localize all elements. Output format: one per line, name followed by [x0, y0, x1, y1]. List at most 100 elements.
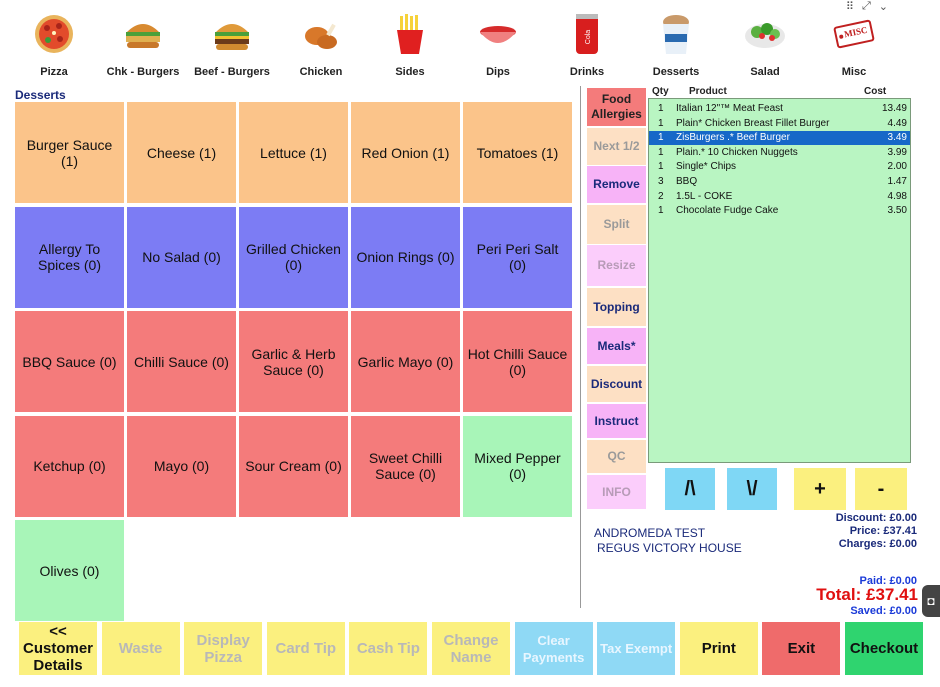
scroll-up-button[interactable]: /\ — [665, 468, 715, 510]
remove-button[interactable]: Remove — [587, 166, 646, 203]
print-button[interactable]: Print — [679, 622, 758, 675]
category-misc[interactable]: MISC Misc — [809, 12, 899, 82]
order-cost: 1.47 — [887, 176, 907, 187]
option-cheese[interactable]: Cheese (1) — [126, 101, 237, 204]
order-row[interactable]: 1 ZisBurgers .* Beef Burger 3.49 — [649, 131, 910, 146]
split-button[interactable]: Split — [587, 205, 646, 244]
option-sweet-chilli-sauce[interactable]: Sweet Chilli Sauce (0) — [350, 414, 461, 518]
food-allergies-button[interactable]: Food Allergies — [587, 88, 646, 126]
beef-burger-icon — [209, 12, 255, 56]
order-list[interactable]: 1 Italian 12"™ Meat Feast 13.49 1 Plain* Chi… — [648, 98, 911, 463]
change-name-button[interactable]: Change Name — [432, 622, 510, 675]
chevron-down-icon[interactable]: ⌄ — [878, 1, 888, 13]
waste-button[interactable]: Waste — [101, 622, 180, 675]
option-garlic-herb-sauce[interactable]: Garlic & Herb Sauce (0) — [238, 310, 349, 413]
topping-button[interactable]: Topping — [587, 288, 646, 326]
order-row[interactable]: 1 Italian 12"™ Meat Feast 13.49 — [649, 102, 910, 116]
option-allergy-to-spices[interactable]: Allergy To Spices (0) — [14, 205, 125, 309]
side-panel-toggle-icon[interactable]: ◘ — [922, 585, 940, 617]
option-chilli-sauce[interactable]: Chilli Sauce (0) — [126, 310, 237, 413]
clear-payments-button[interactable]: Clear Payments — [514, 622, 593, 675]
option-bbq-sauce[interactable]: BBQ Sauce (0) — [14, 310, 125, 413]
drag-grip-icon[interactable]: ⠿ — [845, 1, 854, 13]
order-cost: 13.49 — [881, 103, 907, 114]
order-product: ZisBurgers .* Beef Burger — [676, 132, 790, 144]
saved-total: Saved: £0.00 — [850, 605, 917, 617]
category-label: Salad — [750, 66, 780, 78]
option-hot-chilli-sauce[interactable]: Hot Chilli Sauce (0) — [462, 310, 573, 413]
display-pizza-button[interactable]: Display Pizza — [184, 622, 263, 675]
option-olives[interactable]: Olives (0) — [14, 519, 125, 622]
category-desserts[interactable]: Desserts — [631, 12, 721, 82]
category-chk-burgers[interactable]: Chk - Burgers — [98, 12, 188, 82]
qc-button[interactable]: QC — [587, 440, 646, 473]
qty-header: Qty — [652, 86, 669, 97]
option-garlic-mayo[interactable]: Garlic Mayo (0) — [350, 310, 461, 413]
option-no-salad[interactable]: No Salad (0) — [126, 205, 237, 309]
tax-exempt-button[interactable]: Tax Exempt — [597, 622, 676, 675]
info-button[interactable]: INFO — [587, 475, 646, 509]
category-beef-burgers[interactable]: Beef - Burgers — [187, 12, 277, 82]
order-header: Qty Product Cost — [652, 86, 912, 98]
option-ketchup[interactable]: Ketchup (0) — [14, 414, 125, 518]
customer-name: ANDROMEDA TEST — [594, 526, 706, 540]
option-burger-sauce[interactable]: Burger Sauce (1) — [14, 101, 125, 204]
category-label: Desserts — [652, 66, 700, 78]
option-onion-rings[interactable]: Onion Rings (0) — [350, 205, 461, 309]
card-tip-button[interactable]: Card Tip — [266, 622, 345, 675]
category-drinks[interactable]: Cola Drinks — [542, 12, 632, 82]
option-mayo[interactable]: Mayo (0) — [126, 414, 237, 518]
next-1-2-button[interactable]: Next 1/2 — [587, 128, 646, 165]
category-salad[interactable]: Salad — [720, 12, 810, 82]
customer-details-button[interactable]: << Customer Details — [19, 622, 97, 675]
option-red-onion[interactable]: Red Onion (1) — [350, 101, 461, 204]
order-row[interactable]: 1 Chocolate Fudge Cake 3.50 — [649, 204, 910, 218]
expand-icon[interactable]: ⤢ — [861, 0, 871, 12]
order-row[interactable]: 1 Plain.* 10 Chicken Nuggets 3.99 — [649, 146, 910, 160]
category-dips[interactable]: Dips — [453, 12, 543, 82]
category-pizza[interactable]: Pizza — [9, 12, 99, 82]
salad-icon — [742, 12, 788, 56]
order-product: BBQ — [676, 176, 698, 187]
order-qty: 1 — [658, 103, 664, 114]
order-row[interactable]: 1 Single* Chips 2.00 — [649, 160, 910, 174]
cost-header: Cost — [864, 86, 887, 97]
order-cost: 2.00 — [887, 161, 907, 173]
category-label: Sides — [395, 66, 425, 78]
category-label: Chk - Burgers — [106, 66, 180, 78]
option-peri-peri-salt[interactable]: Peri Peri Salt (0) — [462, 205, 573, 309]
option-mixed-pepper[interactable]: Mixed Pepper (0) — [462, 414, 573, 518]
meals-button[interactable]: Meals* — [587, 328, 646, 364]
order-row[interactable]: 1 Plain* Chicken Breast Fillet Burger 4.49 — [649, 117, 910, 131]
instruct-button[interactable]: Instruct — [587, 404, 646, 438]
cash-tip-button[interactable]: Cash Tip — [349, 622, 428, 675]
order-qty: 2 — [658, 190, 664, 202]
discount-button[interactable]: Discount — [587, 366, 646, 402]
order-row[interactable]: 3 BBQ 1.47 — [649, 175, 910, 189]
increase-qty-button[interactable]: + — [794, 468, 846, 510]
order-row[interactable]: 2 1.5L - COKE 4.98 — [649, 190, 910, 204]
category-bar: Pizza Chk - Burgers Beef - Burgers Chicken S… — [0, 0, 940, 84]
option-tomatoes[interactable]: Tomatoes (1) — [462, 101, 573, 204]
option-grilled-chicken[interactable]: Grilled Chicken (0) — [238, 205, 349, 309]
order-qty: 1 — [658, 146, 664, 158]
divider — [580, 86, 581, 608]
checkout-button[interactable]: Checkout — [845, 622, 923, 675]
order-qty: 3 — [658, 176, 664, 187]
order-product: Plain* Chicken Breast Fillet Burger — [676, 117, 830, 129]
category-chicken[interactable]: Chicken — [276, 12, 366, 82]
resize-button[interactable]: Resize — [587, 245, 646, 286]
order-product: 1.5L - COKE — [676, 190, 733, 202]
order-cost: 3.49 — [887, 132, 907, 144]
ice-cream-tub-icon — [653, 12, 699, 56]
order-qty: 1 — [658, 132, 664, 144]
option-sour-cream[interactable]: Sour Cream (0) — [238, 414, 349, 518]
order-cost: 3.50 — [887, 205, 907, 217]
option-lettuce[interactable]: Lettuce (1) — [238, 101, 349, 204]
decrease-qty-button[interactable]: - — [855, 468, 907, 510]
scroll-down-button[interactable]: \/ — [727, 468, 777, 510]
category-sides[interactable]: Sides — [365, 12, 455, 82]
svg-text:Cola: Cola — [585, 30, 592, 45]
order-qty: 1 — [658, 161, 664, 173]
exit-button[interactable]: Exit — [762, 622, 841, 675]
